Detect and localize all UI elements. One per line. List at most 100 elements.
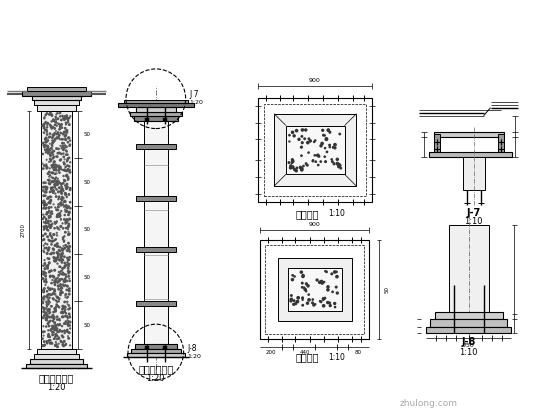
Point (55, 276, 64, 283)
Point (41, 136, 50, 142)
Point (41, 275, 50, 282)
Point (41, 192, 50, 199)
Point (47, 204, 56, 210)
Point (45, 149, 54, 156)
Point (65, 115, 74, 121)
Point (48, 277, 57, 284)
Point (55, 315, 64, 322)
Point (63, 115, 72, 122)
Point (47, 233, 56, 240)
Point (61, 294, 70, 301)
Bar (435, 312, 502, 319)
Point (65, 216, 74, 223)
Point (52, 145, 61, 152)
Point (49, 187, 58, 194)
Point (65, 268, 74, 275)
Point (39, 315, 48, 321)
Bar (124, 100, 188, 103)
Point (48, 162, 57, 169)
Point (296, 164, 305, 171)
Point (51, 324, 60, 331)
Point (60, 330, 69, 336)
Point (52, 229, 61, 236)
Point (38, 268, 47, 275)
Point (51, 255, 60, 261)
Point (318, 127, 327, 134)
Point (54, 121, 63, 127)
Point (46, 291, 55, 298)
Point (58, 186, 67, 193)
Point (43, 340, 52, 346)
Point (46, 340, 55, 346)
Bar (265, 245, 365, 334)
Point (53, 344, 62, 350)
Point (304, 283, 312, 289)
Point (41, 240, 50, 247)
Point (55, 126, 64, 132)
Point (42, 301, 51, 307)
Point (50, 137, 59, 144)
Point (51, 220, 60, 227)
Point (53, 243, 62, 249)
Point (52, 170, 61, 177)
Point (56, 129, 65, 136)
Point (42, 245, 51, 252)
Point (63, 246, 72, 252)
Point (63, 262, 72, 268)
Point (62, 225, 71, 231)
Point (62, 328, 71, 334)
Point (50, 158, 59, 165)
Point (50, 171, 59, 177)
Point (60, 125, 69, 131)
Point (327, 156, 336, 163)
Point (58, 289, 67, 296)
Point (48, 286, 57, 292)
Point (54, 298, 63, 304)
Point (39, 165, 48, 172)
Point (328, 158, 337, 165)
Point (287, 292, 296, 299)
Point (51, 308, 60, 315)
Point (62, 121, 71, 128)
Point (64, 322, 73, 329)
Text: 大厅立柱立面: 大厅立柱立面 (39, 373, 74, 383)
Bar (136, 196, 176, 201)
Text: 1:20: 1:20 (147, 374, 165, 383)
Point (41, 136, 50, 143)
Point (328, 289, 337, 295)
Point (60, 276, 69, 283)
Point (318, 140, 326, 147)
Point (324, 284, 333, 290)
Point (46, 273, 55, 279)
Point (48, 184, 57, 191)
Point (39, 211, 48, 218)
Point (47, 118, 56, 125)
Point (314, 162, 323, 168)
Point (56, 142, 65, 149)
Point (65, 243, 74, 250)
Point (60, 299, 69, 305)
Point (55, 162, 64, 169)
Point (55, 321, 64, 328)
Point (52, 331, 60, 338)
Point (55, 263, 64, 270)
Point (61, 136, 70, 143)
Point (61, 208, 70, 215)
Point (63, 259, 72, 266)
Bar (131, 349, 181, 353)
Point (56, 263, 65, 270)
Point (49, 189, 58, 196)
Point (61, 115, 70, 122)
Point (63, 278, 72, 284)
Point (63, 257, 72, 264)
Point (317, 278, 326, 285)
Point (43, 146, 52, 152)
Point (60, 197, 69, 204)
Point (316, 142, 325, 149)
Point (40, 129, 49, 136)
Point (48, 112, 57, 119)
Point (50, 131, 59, 138)
Point (43, 303, 52, 310)
Point (50, 219, 59, 226)
Point (44, 147, 53, 154)
